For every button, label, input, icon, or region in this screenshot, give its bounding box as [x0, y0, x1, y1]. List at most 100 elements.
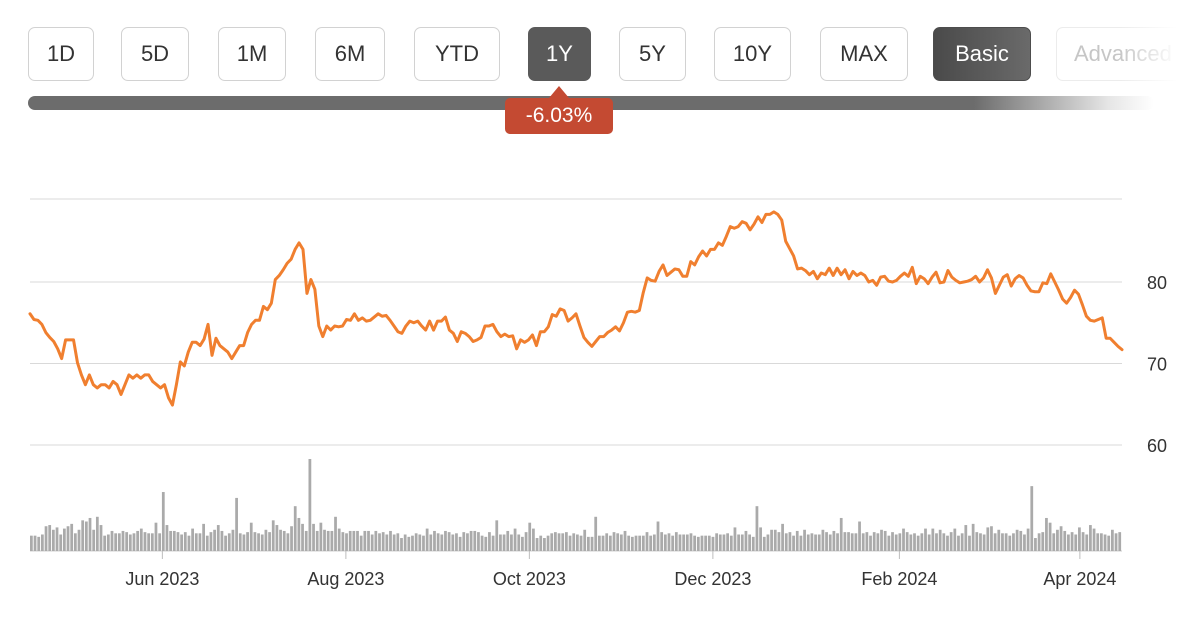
basic-mode-button[interactable]: Basic — [933, 27, 1031, 81]
volume-bar — [334, 516, 337, 551]
volume-bar — [125, 532, 129, 551]
volume-bar — [513, 528, 517, 551]
range-button-1m[interactable]: 1M — [218, 27, 286, 81]
x-tick-label: Jun 2023 — [125, 569, 199, 589]
volume-bar — [462, 532, 466, 551]
volume-bar — [271, 520, 275, 551]
volume-bar — [817, 534, 821, 551]
volume-bar — [392, 534, 396, 551]
volume-bar — [381, 532, 385, 551]
volume-bar — [957, 535, 960, 551]
volume-bar — [1096, 533, 1100, 551]
range-button-5y[interactable]: 5Y — [619, 27, 686, 81]
range-button-ytd[interactable]: YTD — [414, 27, 500, 81]
volume-bar — [964, 525, 968, 551]
volume-bar — [935, 533, 938, 551]
volume-bar — [488, 532, 491, 551]
volume-bar — [1045, 517, 1048, 551]
volume-bar — [1052, 533, 1056, 551]
volume-bar — [1092, 528, 1096, 551]
volume-bar — [521, 536, 524, 551]
volume-bar — [1078, 527, 1081, 551]
x-tick-label: Oct 2023 — [493, 569, 566, 589]
volume-bar — [836, 533, 839, 551]
volume-bar — [506, 530, 510, 551]
range-button-10y[interactable]: 10Y — [714, 27, 791, 81]
volume-bar — [652, 534, 656, 551]
volume-bar — [861, 533, 865, 551]
volume-bar — [389, 530, 392, 551]
volume-bar — [814, 534, 817, 551]
volume-bar — [81, 520, 85, 551]
volume-bar — [898, 533, 902, 551]
volume-bar — [894, 534, 898, 551]
volume-bar — [689, 533, 693, 551]
volume-bar — [902, 528, 905, 551]
volume-bar — [147, 533, 151, 551]
volume-bar — [70, 523, 74, 551]
volume-bar — [605, 533, 609, 551]
volume-bar — [843, 532, 847, 551]
volume-bar — [586, 536, 590, 551]
grid-lines — [30, 198, 1122, 552]
volume-bar — [1037, 533, 1041, 551]
range-button-1d[interactable]: 1D — [28, 27, 94, 81]
y-tick-label: 80 — [1147, 273, 1167, 293]
volume-bar — [220, 530, 224, 551]
volume-bar — [825, 532, 828, 551]
volume-bar — [986, 527, 990, 551]
volume-bar — [114, 533, 118, 551]
volume-bar — [55, 527, 59, 551]
volume-bar — [773, 529, 777, 551]
volume-bar — [696, 536, 700, 551]
volume-bar — [458, 536, 462, 551]
y-tick-label: 70 — [1147, 355, 1167, 375]
volume-bar — [565, 532, 568, 551]
volume-bar — [1012, 533, 1015, 551]
volume-bar — [103, 535, 107, 551]
volume-bar — [990, 526, 993, 551]
volume-bar — [751, 536, 755, 551]
range-button-max[interactable]: MAX — [820, 27, 908, 81]
volume-bar — [777, 532, 781, 551]
volume-bar — [297, 517, 301, 551]
volume-bar — [176, 532, 180, 551]
range-button-6m[interactable]: 6M — [315, 27, 385, 81]
price-line — [28, 210, 1124, 407]
volume-bar — [711, 536, 715, 551]
volume-bar — [803, 529, 806, 551]
volume-bar — [828, 534, 832, 551]
volume-bar — [1114, 533, 1118, 551]
volume-bar — [561, 533, 565, 551]
volume-bar — [583, 529, 587, 551]
volume-bar — [1004, 533, 1008, 551]
volume-bar — [616, 533, 620, 551]
volume-bar — [323, 529, 326, 551]
volume-bar — [997, 529, 1001, 551]
volume-bar — [810, 533, 814, 551]
volume-bar — [282, 530, 286, 551]
volume-bar — [352, 530, 356, 551]
volume-bar — [1085, 534, 1089, 551]
volume-bar — [451, 534, 455, 551]
volume-bar — [638, 535, 642, 551]
x-tick-label: Aug 2023 — [307, 569, 384, 589]
volume-bar — [887, 535, 891, 551]
volume-bar — [726, 533, 729, 551]
volume-bar — [1059, 526, 1063, 551]
volume-bar — [345, 533, 348, 551]
range-button-5d[interactable]: 5D — [121, 27, 189, 81]
volume-bar — [656, 521, 660, 551]
volume-bar — [1067, 534, 1070, 551]
range-button-1y[interactable]: 1Y — [528, 27, 591, 81]
volume-bar — [268, 532, 271, 551]
volume-bar — [187, 535, 191, 551]
volume-bar — [440, 534, 444, 551]
volume-bar — [499, 534, 502, 551]
volume-bar — [528, 522, 532, 551]
volume-bar — [33, 535, 37, 551]
volume-bar — [1048, 522, 1052, 551]
volume-bar — [198, 533, 202, 551]
volume-bar — [209, 532, 213, 551]
volume-bar — [139, 528, 143, 551]
